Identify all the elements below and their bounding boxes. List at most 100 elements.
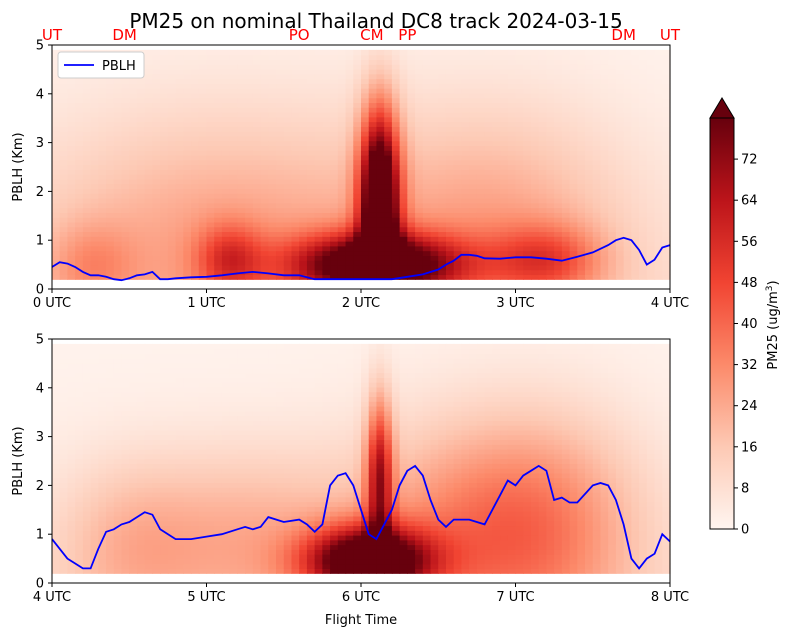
- heatmap-cell: [268, 93, 276, 98]
- heatmap-cell: [145, 184, 153, 189]
- heatmap-cell: [268, 184, 276, 189]
- heatmap-cell: [353, 93, 361, 98]
- heatmap-cell: [338, 193, 346, 198]
- heatmap-cell: [222, 344, 230, 349]
- heatmap-cell: [75, 387, 83, 392]
- heatmap-cell: [338, 59, 346, 64]
- heatmap-cell: [60, 344, 68, 349]
- heatmap-cell: [662, 208, 670, 213]
- heatmap-cell: [207, 492, 215, 497]
- heatmap-cell: [106, 430, 114, 435]
- heatmap-cell: [168, 454, 176, 459]
- heatmap-cell: [276, 179, 284, 184]
- heatmap-cell: [253, 83, 261, 88]
- heatmap-cell: [106, 425, 114, 430]
- heatmap-cell: [307, 246, 315, 251]
- heatmap-cell: [631, 212, 639, 217]
- heatmap-cell: [631, 59, 639, 64]
- heatmap-cell: [562, 50, 570, 55]
- heatmap-cell: [106, 439, 114, 444]
- heatmap-cell: [315, 208, 323, 213]
- heatmap-cell: [214, 208, 222, 213]
- heatmap-cell: [477, 265, 485, 270]
- y-tick-label: 3: [36, 136, 44, 151]
- heatmap-cell: [91, 497, 99, 502]
- heatmap-cell: [230, 564, 238, 569]
- heatmap-cell: [284, 203, 292, 208]
- heatmap-cell: [554, 203, 562, 208]
- heatmap-cell: [608, 131, 616, 136]
- heatmap-cell: [237, 155, 245, 160]
- heatmap-cell: [152, 554, 160, 559]
- heatmap-cell: [338, 198, 346, 203]
- heatmap-cell: [454, 79, 462, 84]
- heatmap-cell: [407, 136, 415, 141]
- heatmap-cell: [60, 102, 68, 107]
- heatmap-cell: [469, 69, 477, 74]
- heatmap-cell: [639, 102, 647, 107]
- heatmap-cell: [523, 174, 531, 179]
- heatmap-cell: [145, 241, 153, 246]
- heatmap-cell: [616, 83, 624, 88]
- heatmap-cell: [608, 122, 616, 127]
- heatmap-cell: [75, 246, 83, 251]
- heatmap-cell: [191, 198, 199, 203]
- heatmap-cell: [183, 497, 191, 502]
- heatmap-cell: [485, 265, 493, 270]
- heatmap-cell: [75, 435, 83, 440]
- heatmap-cell: [400, 107, 408, 112]
- heatmap-cell: [230, 540, 238, 545]
- heatmap-cell: [60, 396, 68, 401]
- heatmap-cell: [392, 179, 400, 184]
- heatmap-cell: [631, 107, 639, 112]
- heatmap-cell: [485, 136, 493, 141]
- heatmap-cell: [546, 222, 554, 227]
- heatmap-cell: [400, 88, 408, 93]
- heatmap-cell: [67, 83, 75, 88]
- heatmap-cell: [230, 165, 238, 170]
- heatmap-cell: [523, 55, 531, 60]
- heatmap-cell: [191, 69, 199, 74]
- heatmap-cell: [199, 160, 207, 165]
- heatmap-cell: [291, 122, 299, 127]
- heatmap-cell: [376, 102, 384, 107]
- heatmap-cell: [438, 74, 446, 79]
- heatmap-cell: [98, 208, 106, 213]
- heatmap-cell: [384, 107, 392, 112]
- heatmap-cell: [330, 83, 338, 88]
- heatmap-cell: [608, 265, 616, 270]
- heatmap-cell: [647, 88, 655, 93]
- heatmap-cell: [67, 160, 75, 165]
- heatmap-cell: [322, 241, 330, 246]
- heatmap-cell: [152, 540, 160, 545]
- heatmap-cell: [639, 193, 647, 198]
- heatmap-cell: [106, 136, 114, 141]
- heatmap-cell: [631, 126, 639, 131]
- heatmap-cell: [315, 117, 323, 122]
- heatmap-cell: [655, 155, 663, 160]
- heatmap-cell: [593, 160, 601, 165]
- heatmap-cell: [160, 358, 168, 363]
- heatmap-cell: [129, 454, 137, 459]
- heatmap-cell: [562, 203, 570, 208]
- heatmap-cell: [199, 59, 207, 64]
- heatmap-cell: [392, 93, 400, 98]
- heatmap-cell: [183, 184, 191, 189]
- heatmap-cell: [577, 79, 585, 84]
- heatmap-cell: [152, 83, 160, 88]
- heatmap-cell: [322, 93, 330, 98]
- heatmap-cell: [423, 231, 431, 236]
- heatmap-cell: [168, 59, 176, 64]
- heatmap-cell: [438, 165, 446, 170]
- heatmap-cell: [616, 193, 624, 198]
- heatmap-cell: [245, 193, 253, 198]
- heatmap-cell: [253, 112, 261, 117]
- heatmap-cell: [577, 217, 585, 222]
- heatmap-cell: [114, 516, 122, 521]
- heatmap-cell: [137, 425, 145, 430]
- heatmap-cell: [546, 241, 554, 246]
- heatmap-cell: [129, 265, 137, 270]
- heatmap-cell: [83, 430, 91, 435]
- heatmap-cell: [631, 64, 639, 69]
- heatmap-cell: [315, 122, 323, 127]
